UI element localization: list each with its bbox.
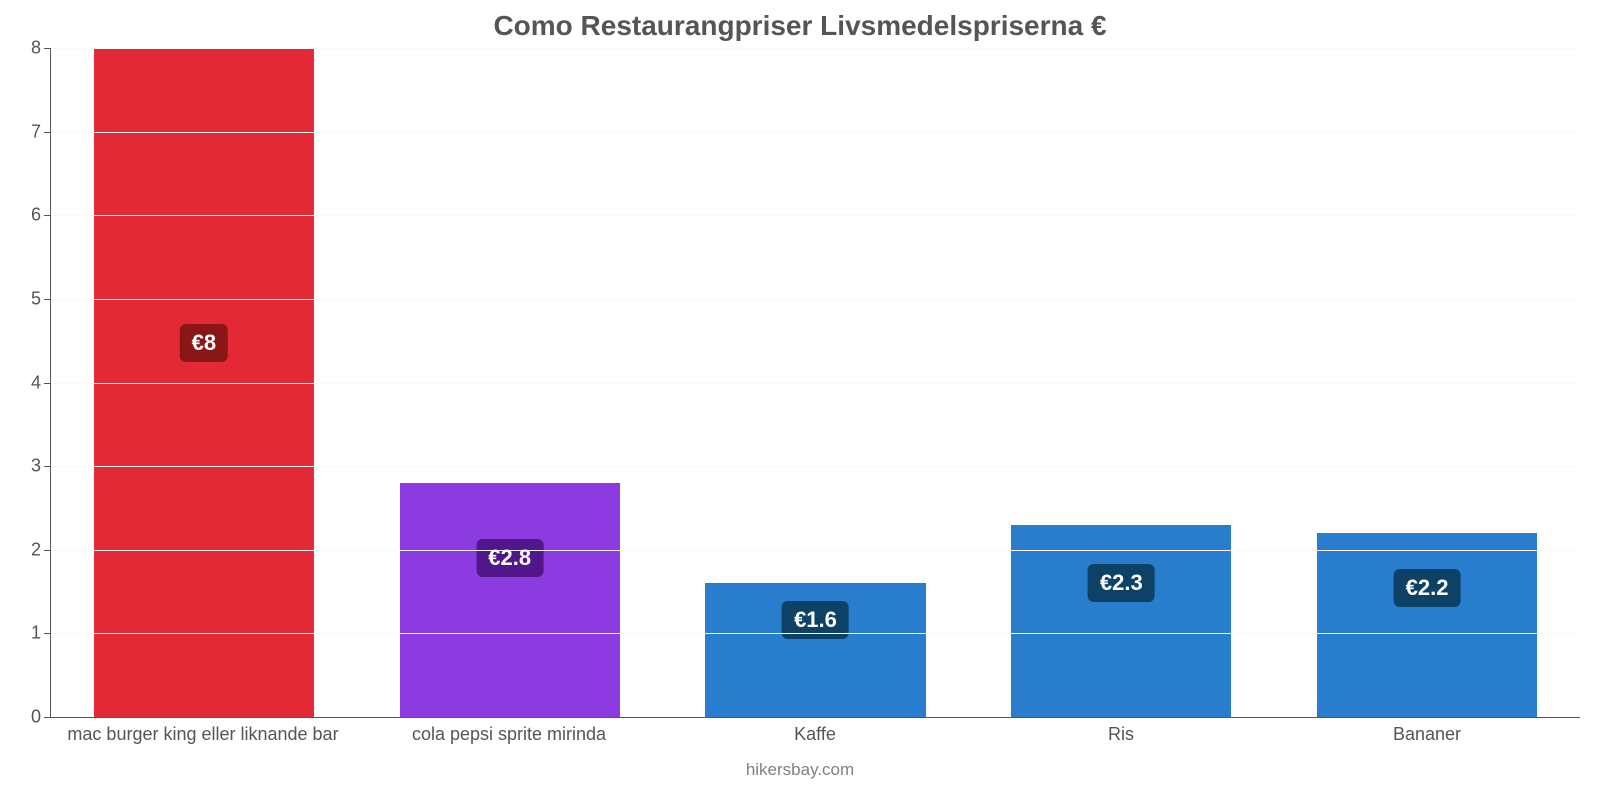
y-tick-mark: [44, 550, 51, 551]
y-tick-mark: [44, 383, 51, 384]
y-tick-label: 8: [7, 38, 41, 59]
y-tick-label: 3: [7, 456, 41, 477]
bar: €2.2: [1317, 533, 1537, 717]
watermark: hikersbay.com: [0, 760, 1600, 780]
y-tick-label: 1: [7, 623, 41, 644]
y-tick-label: 0: [7, 707, 41, 728]
bar: €1.6: [705, 583, 925, 717]
grid-line: [51, 215, 1580, 216]
x-axis-label: mac burger king eller liknande bar: [50, 722, 356, 745]
grid-line: [51, 299, 1580, 300]
y-tick-label: 4: [7, 372, 41, 393]
x-axis-label: Bananer: [1274, 722, 1580, 745]
y-tick-mark: [44, 633, 51, 634]
x-axis-label: cola pepsi sprite mirinda: [356, 722, 662, 745]
grid-line: [51, 550, 1580, 551]
grid-line: [51, 132, 1580, 133]
bar: €2.3: [1011, 525, 1231, 717]
plot-area: €8€2.8€1.6€2.3€2.2 012345678: [50, 48, 1580, 718]
bar: €2.8: [400, 483, 620, 717]
chart-title: Como Restaurangpriser Livsmedelspriserna…: [0, 0, 1600, 48]
bar-value-label: €2.2: [1394, 569, 1461, 607]
y-tick-mark: [44, 717, 51, 718]
y-tick-label: 6: [7, 205, 41, 226]
bar-value-label: €2.3: [1088, 564, 1155, 602]
grid-line: [51, 633, 1580, 634]
bar-value-label: €2.8: [476, 539, 543, 577]
y-tick-label: 7: [7, 121, 41, 142]
grid-line: [51, 48, 1580, 49]
y-tick-mark: [44, 48, 51, 49]
x-axis-label: Ris: [968, 722, 1274, 745]
grid-line: [51, 383, 1580, 384]
x-axis-labels: mac burger king eller liknande barcola p…: [50, 722, 1580, 745]
y-tick-label: 2: [7, 539, 41, 560]
bar-value-label: €8: [180, 324, 228, 362]
x-axis-label: Kaffe: [662, 722, 968, 745]
price-chart: Como Restaurangpriser Livsmedelspriserna…: [0, 0, 1600, 800]
y-tick-mark: [44, 215, 51, 216]
y-tick-label: 5: [7, 288, 41, 309]
y-tick-mark: [44, 466, 51, 467]
y-tick-mark: [44, 132, 51, 133]
y-tick-mark: [44, 299, 51, 300]
grid-line: [51, 466, 1580, 467]
